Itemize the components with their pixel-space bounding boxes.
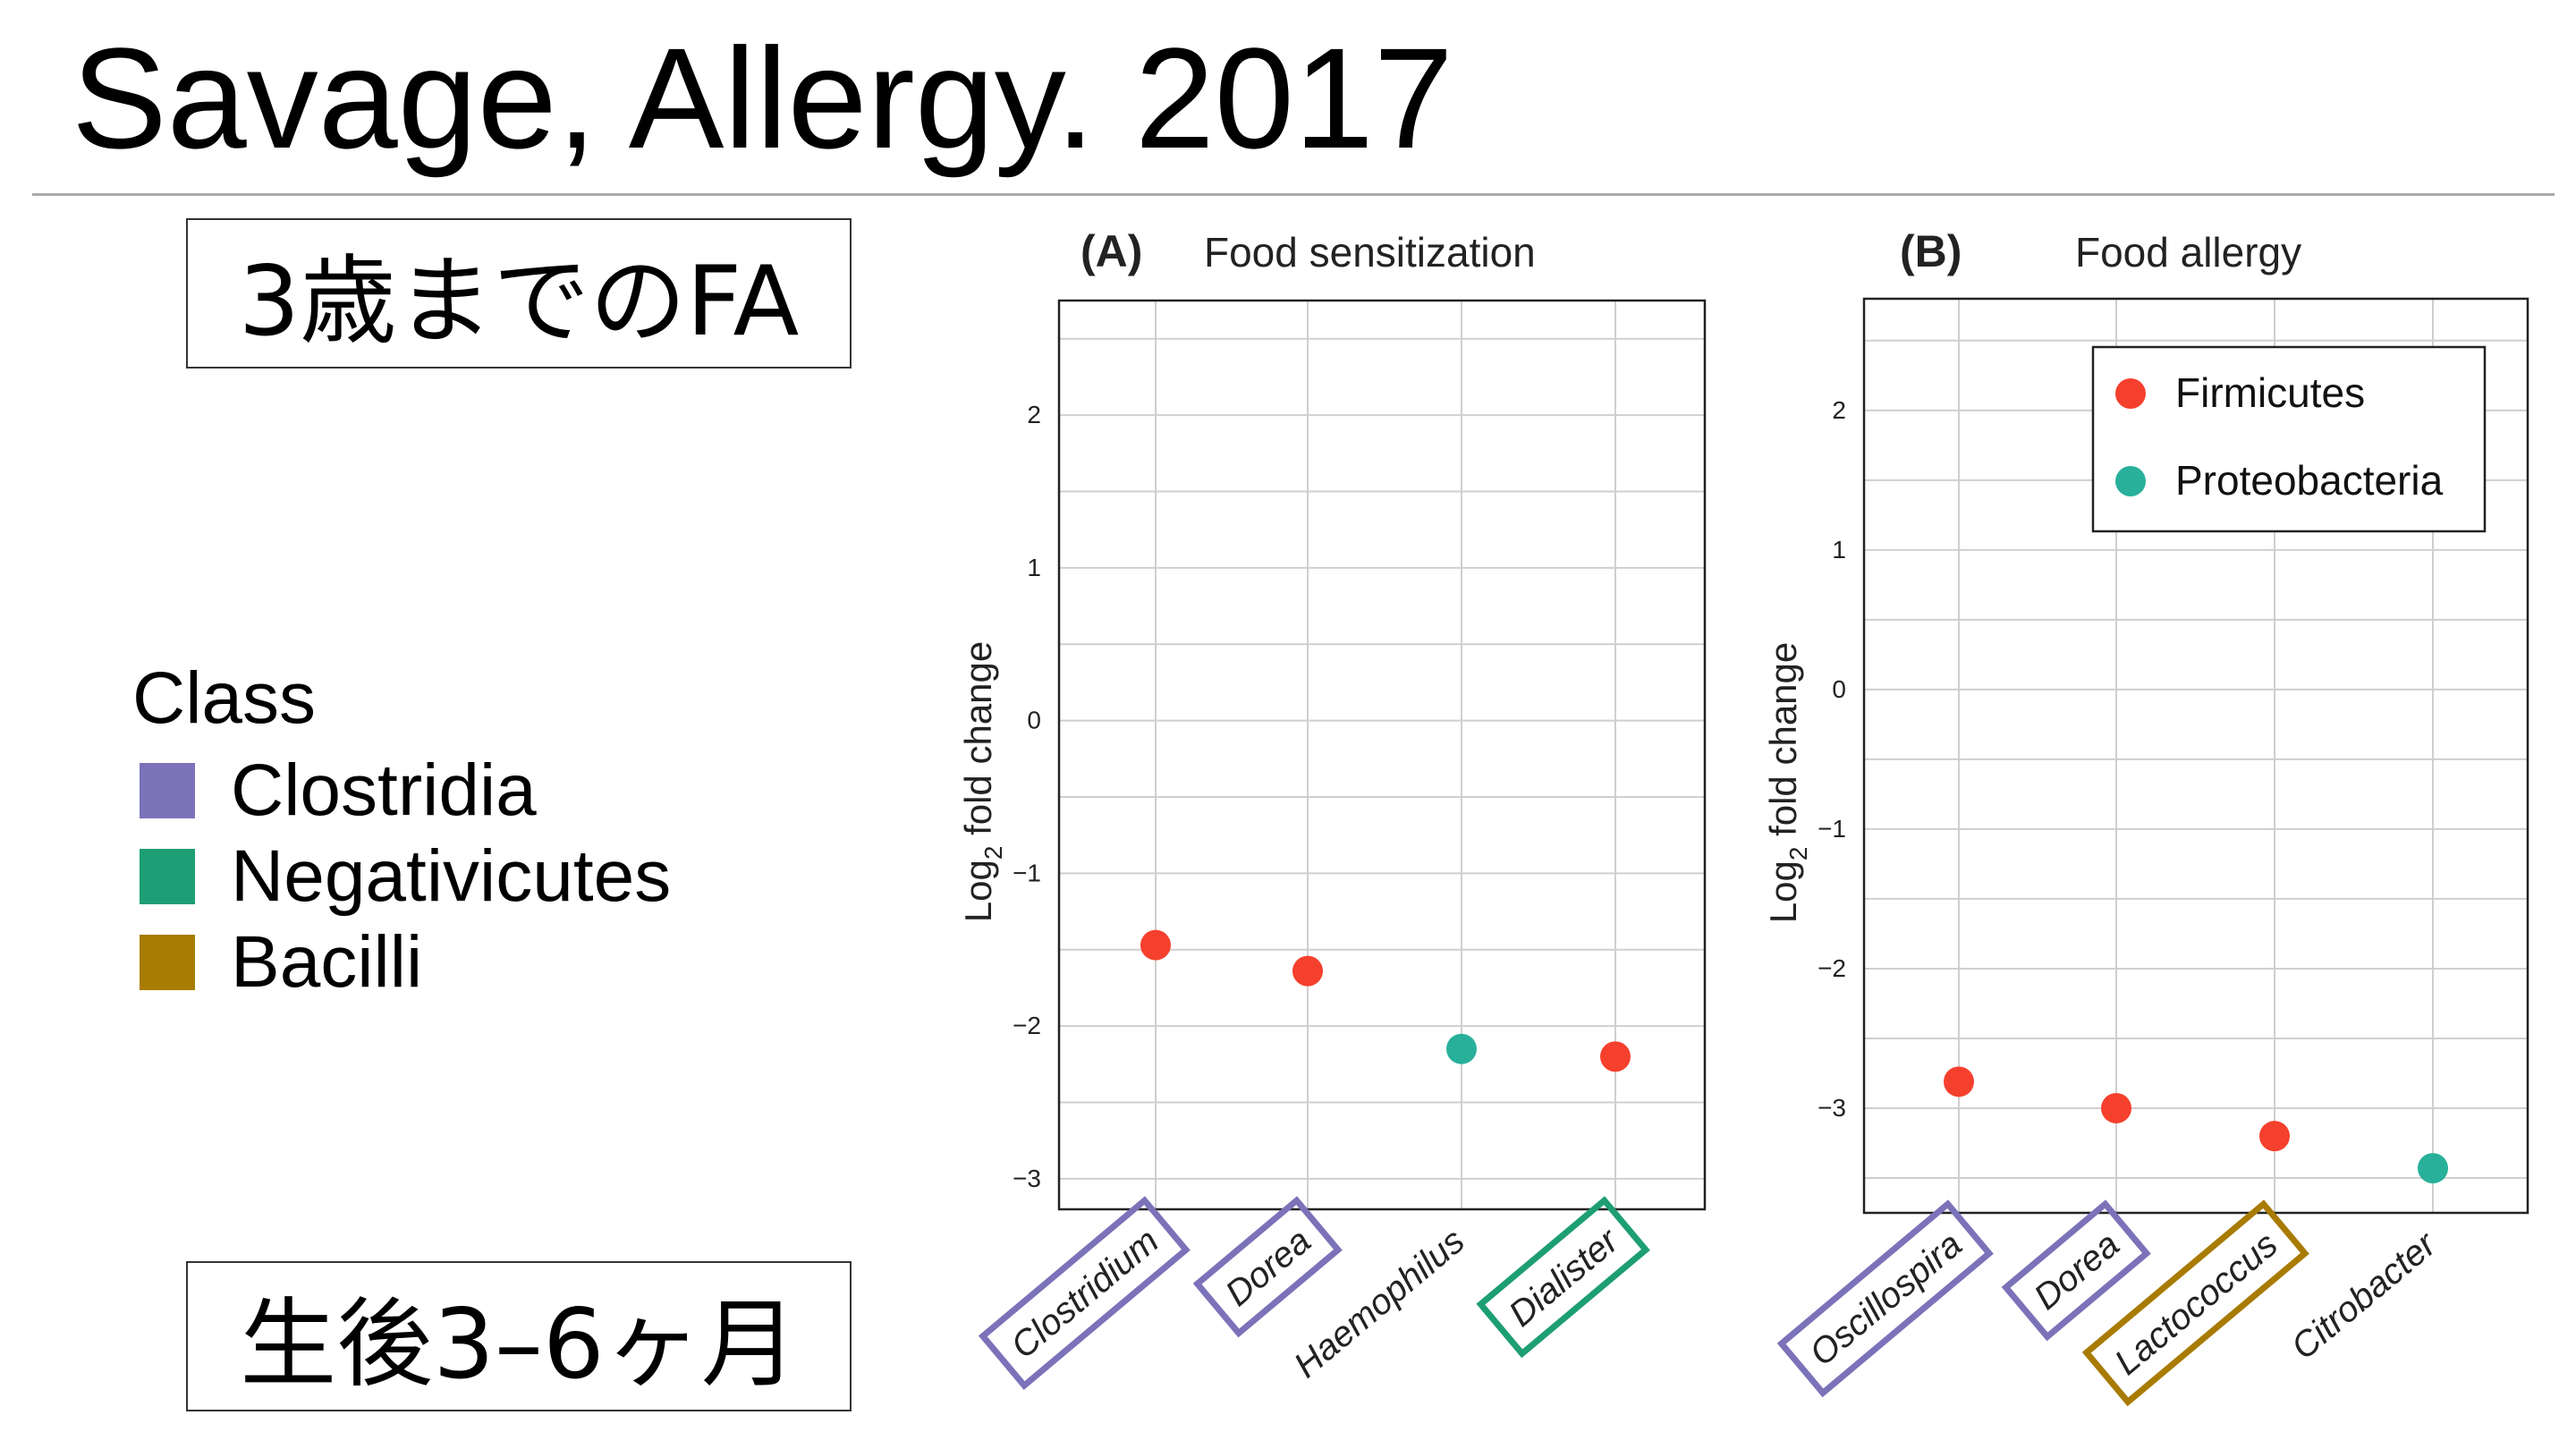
page-title: Savage, Allergy. 2017 xyxy=(72,18,1453,178)
x-tick-label: Haemophilus xyxy=(1287,1221,1472,1385)
class-swatch xyxy=(140,935,195,990)
chart-panel-0: (A) Food sensitization −3 −2 −1 0 1 2 Log2 fold … xyxy=(957,226,1707,1390)
y-tick-label: −3 xyxy=(1013,1165,1041,1192)
condition-box: 3歳までのFA xyxy=(186,218,852,369)
plot-frame xyxy=(1862,297,2529,1215)
class-highlight-box xyxy=(1776,1199,1994,1398)
x-tick-label: Citrobacter xyxy=(2284,1224,2445,1368)
y-tick-label: 1 xyxy=(1027,554,1041,581)
class-legend-label: Negativicutes xyxy=(231,835,672,917)
class-swatch xyxy=(140,763,195,818)
x-tick-label: Dorea xyxy=(1218,1221,1318,1314)
y-tick-label: 2 xyxy=(1027,401,1041,428)
class-highlight-box xyxy=(1192,1196,1343,1338)
y-tick-label: 1 xyxy=(1832,536,1846,564)
phylum-legend-label: Proteobacteria xyxy=(2175,457,2444,504)
title-divider xyxy=(32,193,2555,196)
class-highlight-box xyxy=(978,1196,1191,1390)
class-legend-label: Clostridia xyxy=(231,750,537,831)
y-tick-label: −1 xyxy=(1818,815,1846,843)
class-legend-item-bacilli: Bacilli xyxy=(132,919,671,1005)
y-tick-label: −1 xyxy=(1013,859,1041,886)
y-tick-label: 2 xyxy=(1832,396,1846,424)
x-category-group: Oscillospira xyxy=(1776,1199,1994,1398)
phylum-legend-marker xyxy=(2115,466,2146,496)
data-point xyxy=(1140,929,1171,961)
data-point xyxy=(2418,1153,2448,1184)
class-legend: Class Clostridia Negativicutes Bacilli xyxy=(132,662,671,1005)
panel-label: (A) xyxy=(1080,226,1142,276)
x-category-group: Citrobacter xyxy=(2284,1224,2445,1368)
class-legend-item-clostridia: Clostridia xyxy=(132,748,671,834)
y-tick-label: 0 xyxy=(1027,707,1041,734)
data-point xyxy=(1944,1066,1974,1097)
x-category-group: Dorea xyxy=(1192,1196,1343,1338)
timepoint-box: 生後3–6ヶ月 xyxy=(186,1261,852,1411)
y-tick-label: −3 xyxy=(1818,1094,1846,1122)
chart-title: Food allergy xyxy=(2075,229,2301,275)
data-point xyxy=(1292,955,1323,987)
data-point xyxy=(1446,1033,1477,1064)
x-tick-label: Lactococcus xyxy=(2107,1224,2285,1383)
data-point xyxy=(2259,1121,2290,1152)
phylum-legend: Firmicutes Proteobacteria xyxy=(2091,345,2487,533)
class-highlight-box xyxy=(1476,1196,1650,1359)
phylum-legend-frame xyxy=(2091,345,2487,533)
class-legend-title: Class xyxy=(132,657,317,739)
chart-panel-1: (B) Food allergy −3 −2 −1 0 1 2 Log2 fold change… xyxy=(1762,226,2529,1407)
x-tick-label: Oscillospira xyxy=(1802,1224,1970,1374)
class-highlight-box xyxy=(2081,1199,2309,1407)
class-swatch xyxy=(140,849,195,904)
x-category-group: Dialister xyxy=(1476,1196,1650,1359)
y-tick-label: −2 xyxy=(1013,1012,1041,1039)
class-legend-item-negativicutes: Negativicutes xyxy=(132,834,671,919)
x-tick-label: Clostridium xyxy=(1004,1221,1166,1366)
class-legend-label: Bacilli xyxy=(231,921,423,1003)
y-axis-label: Log2 fold change xyxy=(957,641,1007,923)
chart-title: Food sensitization xyxy=(1204,229,1536,275)
phylum-legend-label: Firmicutes xyxy=(2175,369,2365,416)
x-category-group: Lactococcus xyxy=(2081,1199,2309,1407)
x-category-group: Clostridium xyxy=(978,1196,1191,1390)
x-tick-label: Dorea xyxy=(2027,1224,2127,1318)
phylum-legend-marker xyxy=(2115,378,2146,409)
plot-frame xyxy=(1057,299,1707,1211)
y-tick-label: −2 xyxy=(1818,954,1846,982)
data-point xyxy=(1600,1041,1631,1072)
x-category-group: Haemophilus xyxy=(1287,1221,1472,1385)
y-axis-label: Log2 fold change xyxy=(1762,642,1812,924)
panel-label: (B) xyxy=(1900,226,1962,276)
data-point xyxy=(2101,1092,2131,1123)
class-highlight-box xyxy=(2001,1199,2151,1342)
y-tick-label: 0 xyxy=(1832,675,1846,703)
